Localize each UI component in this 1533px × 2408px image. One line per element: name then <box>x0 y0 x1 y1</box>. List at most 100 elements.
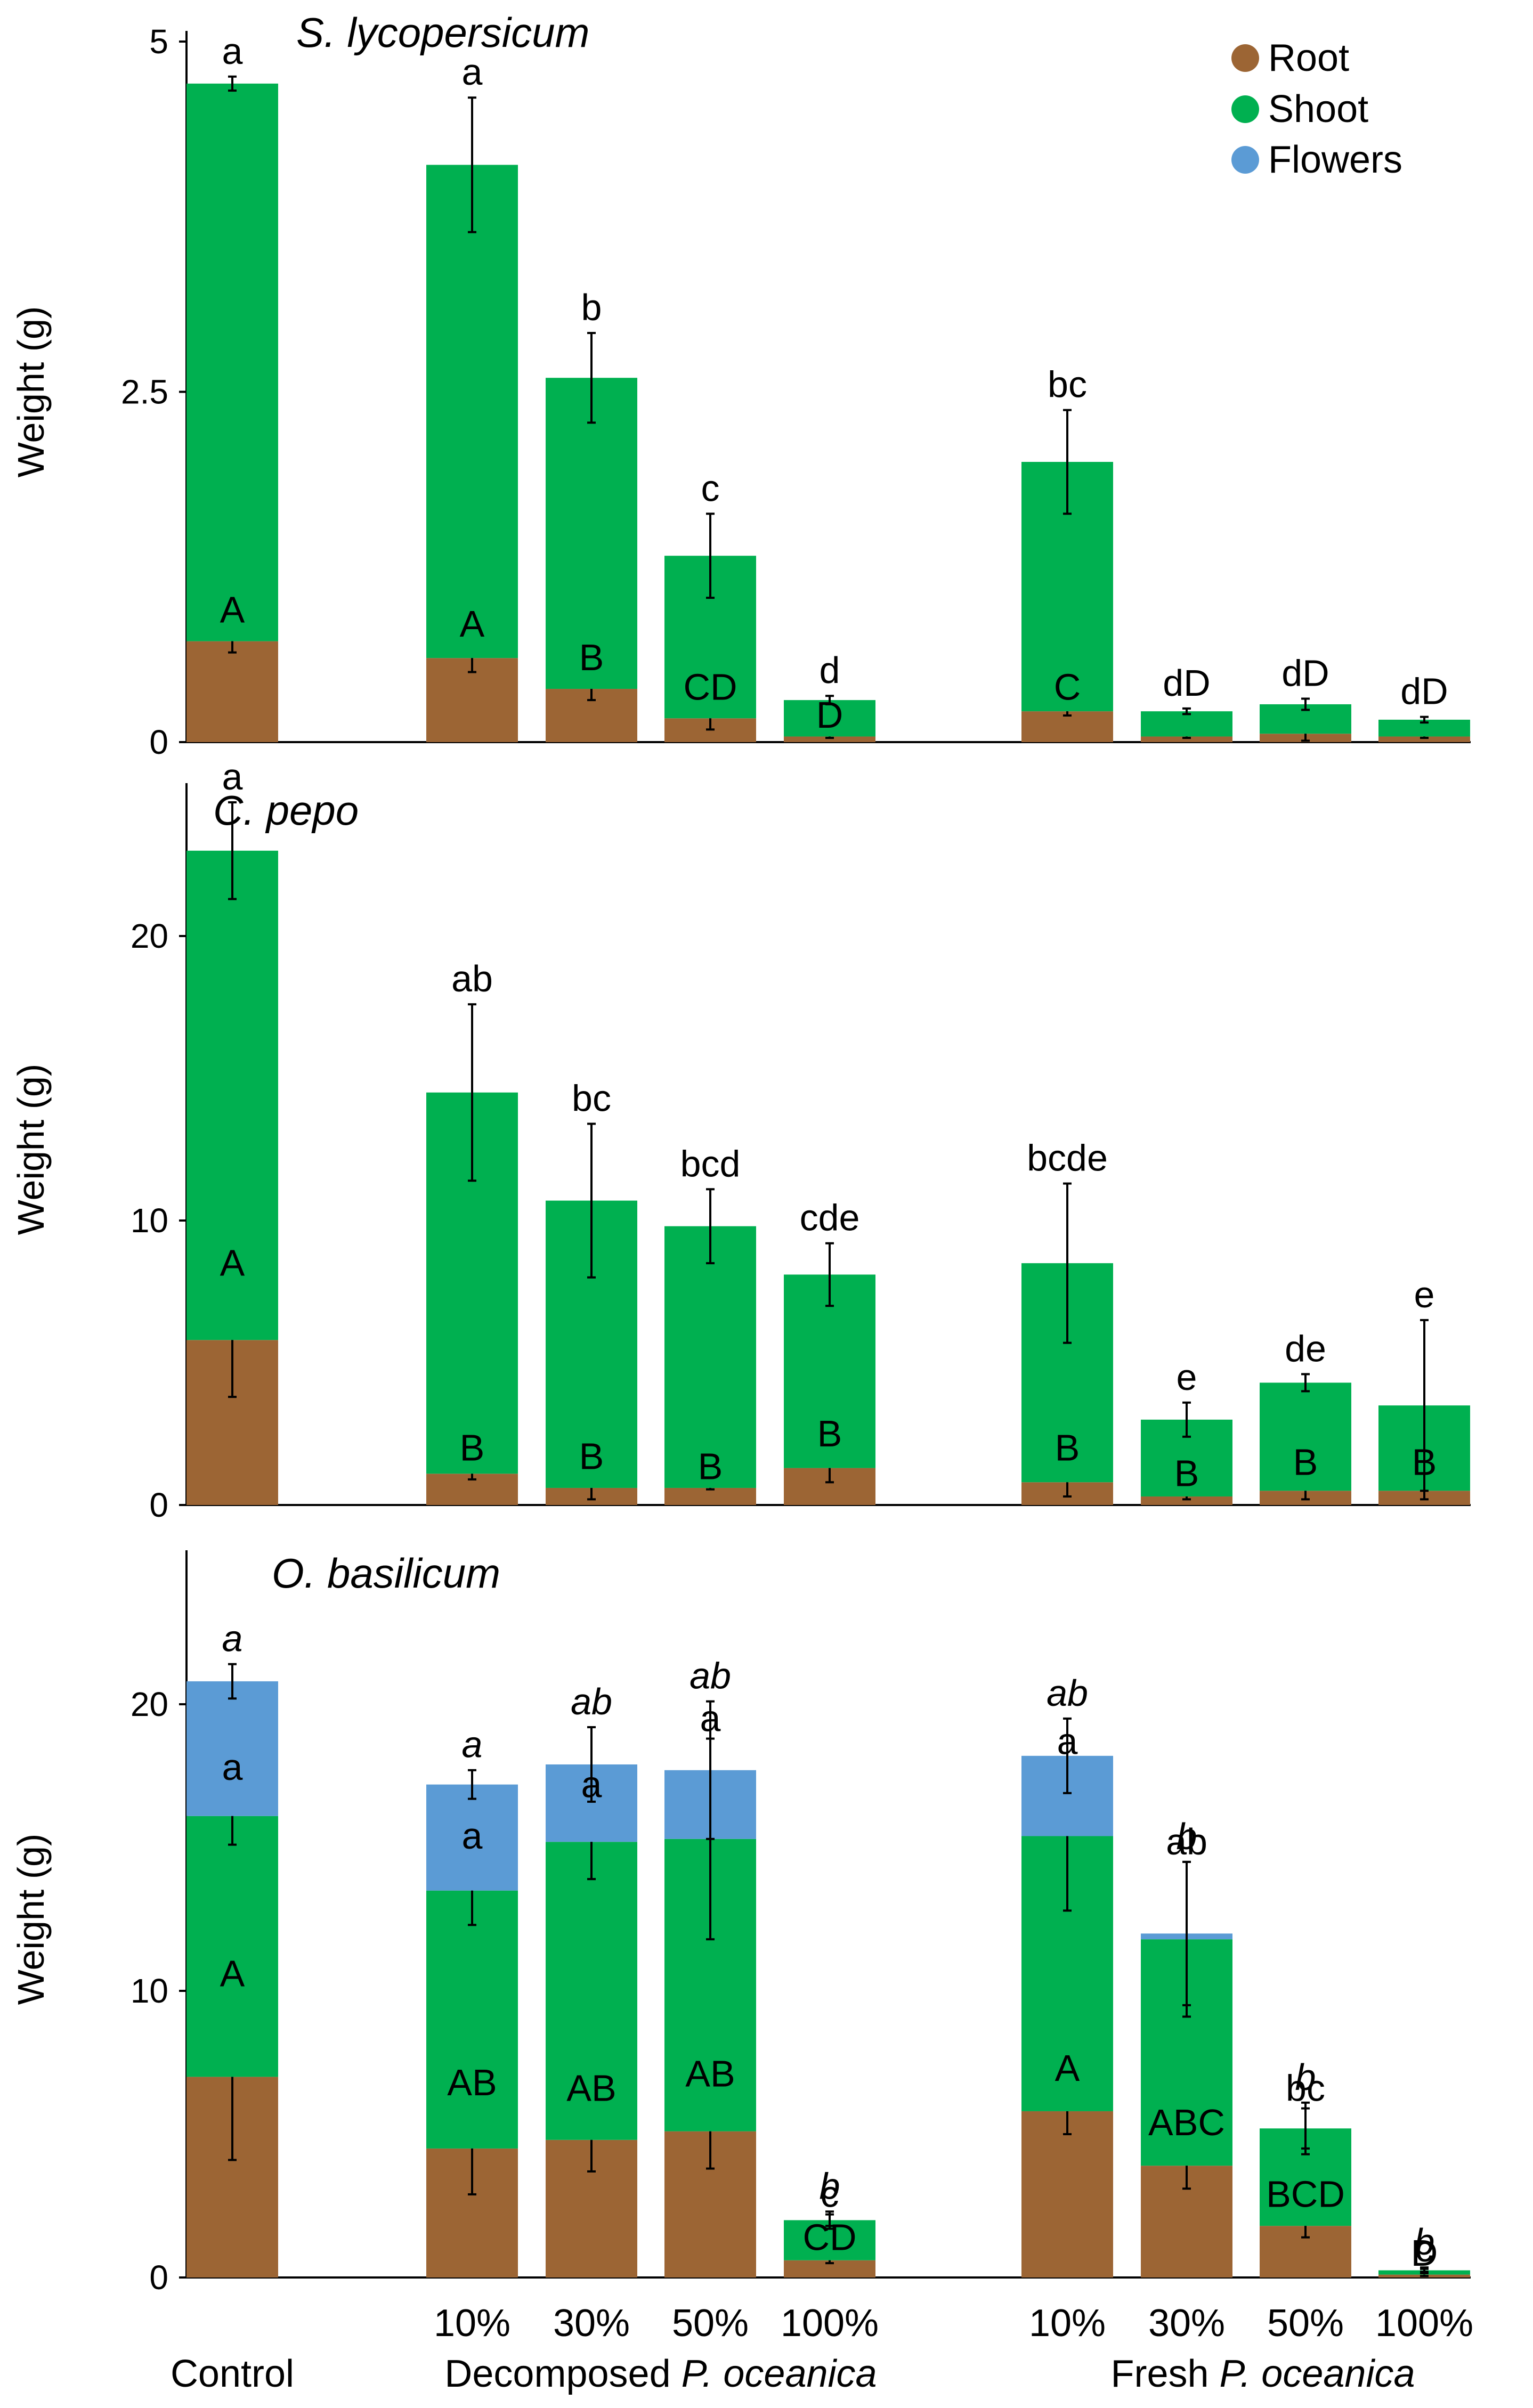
root-bar <box>1141 736 1232 742</box>
y-tick-label: 10 <box>131 1972 168 2010</box>
series-root <box>186 1282 1470 1505</box>
root-bar <box>784 736 875 742</box>
series-root <box>186 629 1470 742</box>
x-category-label: 100% <box>781 2302 879 2345</box>
panel-title: S. lycopersicum <box>296 9 590 56</box>
significance-letter: c <box>1415 2228 1434 2269</box>
shoot-bar <box>1141 711 1232 737</box>
x-category-label: 50% <box>672 2302 749 2345</box>
x-category-label: 100% <box>1375 2302 1473 2345</box>
y-tick-label: 20 <box>131 917 168 955</box>
legend-flowers-label: Flowers <box>1268 139 1402 181</box>
panel-title: C. pepo <box>213 787 359 834</box>
shoot-bar <box>186 850 278 1340</box>
significance-letter: de <box>1285 1328 1326 1369</box>
x-category-label: 10% <box>1029 2302 1106 2345</box>
significance-letters: A B B B B B B B Ba ab bc bcd cde bcde e de e <box>220 756 1437 1494</box>
fresh-species: P. oceanica <box>1220 2353 1415 2395</box>
significance-letter: D <box>816 694 843 736</box>
decomposed-species: P. oceanica <box>682 2353 877 2395</box>
significance-letter: b <box>1177 1816 1197 1857</box>
x-category-label: 30% <box>553 2302 630 2345</box>
x-category-label: 50% <box>1267 2302 1344 2345</box>
significance-letter: b <box>1295 2056 1316 2098</box>
y-tick-label: 0 <box>149 723 168 761</box>
significance-letter: c <box>821 2174 839 2215</box>
group-labels: Control Decomposed P. oceanica Fresh P. … <box>171 2353 1415 2395</box>
shoot-bar <box>546 378 637 689</box>
significance-letter: D <box>1411 2232 1438 2274</box>
shoot-bar <box>186 1816 278 2077</box>
y-axis-title: Weight (g) <box>10 1834 52 2005</box>
significance-letter: A <box>220 1953 245 1994</box>
flowers-bar <box>186 1681 278 1816</box>
root-bar <box>1378 736 1470 742</box>
significance-letter: dD <box>1281 652 1329 694</box>
significance-letter: dD <box>1400 671 1448 712</box>
significance-letter: bcde <box>1027 1137 1108 1179</box>
y-axis-title: Weight (g) <box>10 306 52 478</box>
fresh-group-label: Fresh P. oceanica <box>1110 2353 1415 2395</box>
series-flowers <box>186 1663 1429 2274</box>
fresh-prefix: Fresh <box>1110 2353 1219 2395</box>
significance-letter: A <box>220 589 245 631</box>
significance-letter: a <box>222 756 243 798</box>
legend: Root Shoot Flowers <box>1231 37 1402 181</box>
significance-letter: ab <box>571 1681 612 1722</box>
x-axis-labels: 10% 30% 50% 100% 10% 30% 50% 100% <box>434 2302 1473 2345</box>
flowers-bar <box>426 1784 518 1891</box>
significance-letter: C <box>1054 666 1081 707</box>
significance-letter: ABC <box>1148 2102 1225 2143</box>
root-bar <box>664 1487 756 1505</box>
y-tick-label: 0 <box>149 2258 168 2297</box>
significance-letter: A <box>220 1242 245 1283</box>
legend-shoot-label: Shoot <box>1268 88 1368 131</box>
significance-letter: BCD <box>1266 2174 1345 2215</box>
shoot-bar <box>426 165 518 658</box>
significance-letter: CD <box>683 666 737 707</box>
significance-letter: e <box>1177 1356 1197 1398</box>
shoot-bar <box>1260 1382 1351 1491</box>
y-tick-label: 0 <box>149 1486 168 1524</box>
y-tick-label: 2.5 <box>121 373 168 411</box>
significance-letter: CD <box>802 2216 856 2258</box>
significance-letter: a <box>222 30 243 72</box>
y-tick-label: 20 <box>131 1685 168 1723</box>
y-tick-label: 10 <box>131 1201 168 1240</box>
shoot-bar <box>546 1842 637 2140</box>
significance-letter: B <box>1293 1441 1318 1483</box>
significance-letter: ab <box>1047 1672 1088 1714</box>
series-shoot <box>186 75 1470 737</box>
significance-letter: ab <box>690 1655 731 1697</box>
root-bar <box>186 641 278 742</box>
series-shoot <box>186 801 1470 1496</box>
legend-flowers-marker <box>1231 146 1259 174</box>
control-group-label: Control <box>171 2353 294 2395</box>
shoot-bar <box>186 83 278 641</box>
significance-letter: c <box>701 467 720 509</box>
significance-letter: a <box>462 1815 483 1857</box>
significance-letter: B <box>817 1413 842 1454</box>
significance-letter: a <box>700 1698 721 1739</box>
panel-title: O. basilicum <box>272 1550 500 1597</box>
significance-letter: B <box>698 1445 723 1487</box>
significance-letter: B <box>579 1436 604 1477</box>
significance-letter: b <box>1414 2221 1435 2263</box>
significance-letter: B <box>1174 1453 1199 1494</box>
root-bar <box>1141 1496 1232 1505</box>
y-tick-label: 5 <box>149 22 168 61</box>
significance-letter: A <box>460 603 485 645</box>
significance-letter: AB <box>685 2053 735 2095</box>
significance-letter: a <box>581 1763 602 1805</box>
y-axis-title: Weight (g) <box>10 1064 52 1235</box>
significance-letter: bc <box>572 1077 611 1119</box>
significance-letter: b <box>820 2165 840 2207</box>
significance-letter: dD <box>1163 662 1210 704</box>
x-category-label: 10% <box>434 2302 510 2345</box>
series-shoot <box>186 1737 1470 2275</box>
